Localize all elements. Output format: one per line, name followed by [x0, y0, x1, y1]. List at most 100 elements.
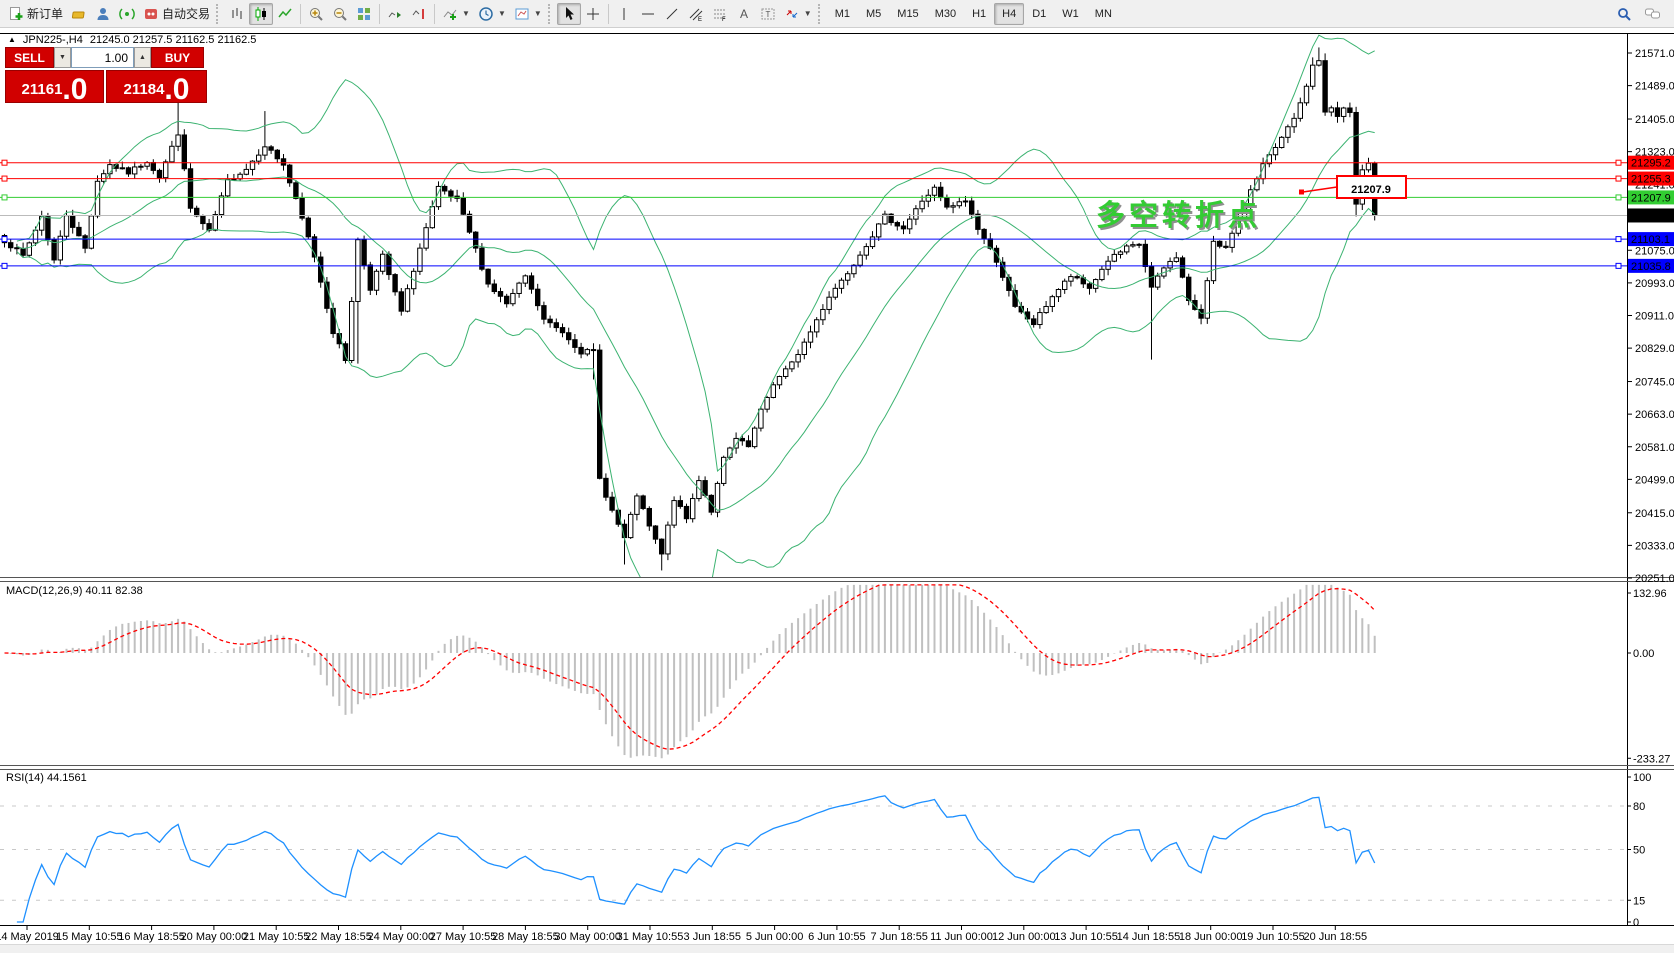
lines-layer: 21207.9	[0, 159, 1627, 269]
timeframe-m5[interactable]: M5	[866, 7, 882, 20]
profile-button[interactable]	[91, 3, 115, 25]
candle	[442, 185, 448, 192]
zoom-in-button[interactable]	[304, 3, 328, 25]
candle	[212, 214, 219, 231]
candle	[851, 264, 857, 275]
candle	[559, 327, 566, 334]
line-chart-button[interactable]	[273, 3, 297, 25]
candle	[479, 247, 485, 270]
candle	[187, 168, 194, 209]
cursor-tool-button[interactable]	[556, 2, 581, 25]
text-tool-button[interactable]: A	[732, 3, 756, 25]
main-toolbar: 新订单 自动交易 ▼ ▼	[0, 0, 1674, 28]
annotation-text[interactable]: 多空转折点	[1096, 200, 1262, 232]
buy-button[interactable]: BUY	[151, 47, 204, 68]
candle	[163, 161, 169, 179]
search-button[interactable]	[1612, 3, 1636, 25]
chat-button[interactable]	[1640, 3, 1666, 25]
candle	[249, 160, 256, 170]
lot-decrease-button[interactable]: ▼	[54, 47, 71, 68]
date-label: 7 Jun 18:55	[870, 931, 928, 943]
indicators-button[interactable]: ▼	[438, 3, 474, 25]
timeframe-mn[interactable]: MN	[1094, 7, 1112, 20]
sell-button[interactable]: SELL	[5, 47, 54, 68]
chart-canvas[interactable]: 21207.921571.021489.021405.021323.021241…	[0, 27, 1674, 952]
timeframe-d1[interactable]: D1	[1032, 7, 1047, 20]
periods-button[interactable]: ▼	[474, 3, 510, 25]
candle	[925, 194, 931, 202]
signal-icon	[119, 6, 135, 22]
timeframe-w1[interactable]: W1	[1062, 7, 1079, 20]
templates-button[interactable]: ▼	[510, 3, 546, 25]
candle	[373, 270, 380, 291]
candle	[1117, 251, 1124, 255]
candle	[671, 500, 677, 526]
macd-histogram	[9, 584, 1376, 759]
candle	[907, 218, 913, 230]
candle	[869, 236, 876, 248]
toolbar-separator	[216, 3, 221, 24]
template-icon	[514, 6, 530, 22]
candle	[225, 178, 231, 197]
channel-tool-button[interactable]: E	[684, 3, 708, 25]
bar-chart-button[interactable]	[225, 3, 249, 25]
svg-text:F: F	[722, 17, 726, 22]
horizontal-line[interactable]	[0, 262, 1627, 269]
lot-size-input[interactable]: 1.00	[71, 47, 134, 68]
candle	[795, 354, 801, 363]
crosshair-icon	[585, 6, 601, 22]
candle	[628, 513, 634, 539]
tile-windows-icon	[356, 6, 372, 22]
timeframe-h1[interactable]: H1	[972, 7, 987, 20]
price-tick: 20663.0	[1635, 409, 1674, 421]
horizontal-line[interactable]	[0, 236, 1627, 243]
trendline-tool-button[interactable]	[660, 3, 684, 25]
candle	[962, 200, 969, 203]
timeframe-m1[interactable]: M1	[834, 7, 850, 20]
candlestick-chart-button[interactable]	[249, 2, 274, 25]
vertical-line-tool-button[interactable]	[612, 3, 636, 25]
date-label: 28 May 18:55	[492, 931, 559, 943]
line-chart-icon	[277, 6, 293, 22]
horizontal-line-tool-button[interactable]	[636, 3, 660, 25]
candle	[26, 242, 33, 256]
text-tool-icon: A	[736, 6, 752, 22]
candle	[138, 165, 144, 168]
chart-shift-button[interactable]	[407, 3, 431, 25]
zoom-in-icon	[308, 6, 324, 22]
label-tool-button[interactable]: T	[756, 3, 780, 25]
crosshair-tool-button[interactable]	[581, 3, 605, 25]
timeframe-h4[interactable]: H4	[994, 2, 1025, 25]
zoom-out-button[interactable]	[328, 3, 352, 25]
horizontal-line[interactable]	[0, 159, 1627, 166]
macd-tick: -233.27	[1633, 753, 1670, 765]
candle	[311, 236, 318, 258]
rsi-layer	[0, 795, 1627, 923]
tile-windows-button[interactable]	[352, 3, 376, 25]
price-tick: 21405.0	[1635, 114, 1674, 126]
auto-scroll-button[interactable]	[383, 3, 407, 25]
candle	[696, 480, 702, 500]
candle	[783, 368, 789, 377]
price-callout[interactable]: 21207.9	[1299, 175, 1407, 199]
deposit-button[interactable]	[67, 3, 91, 25]
candle	[584, 349, 590, 355]
candle	[1223, 245, 1229, 248]
fibonacci-tool-button[interactable]: F	[708, 3, 732, 25]
candle	[721, 456, 727, 484]
signals-button[interactable]	[115, 3, 139, 25]
timeframe-m15[interactable]: M15	[897, 7, 919, 20]
autotrade-button[interactable]: 自动交易	[139, 3, 214, 25]
timeframe-m30[interactable]: M30	[934, 7, 957, 20]
shapes-tool-button[interactable]: ▼	[780, 3, 816, 25]
candle	[1217, 240, 1223, 247]
candle	[1303, 85, 1310, 104]
symbol-ohlc: 21245.0 21257.5 21162.5 21162.5	[89, 34, 257, 46]
new-order-button[interactable]: 新订单	[4, 3, 67, 25]
candle	[156, 169, 163, 179]
buy-price-display[interactable]: 21184.0	[106, 70, 207, 104]
candle	[70, 215, 76, 228]
lot-increase-button[interactable]: ▲	[134, 47, 151, 68]
sell-price-display[interactable]: 21161.0	[5, 70, 104, 104]
price-line-label: 21162.5	[1628, 208, 1674, 223]
